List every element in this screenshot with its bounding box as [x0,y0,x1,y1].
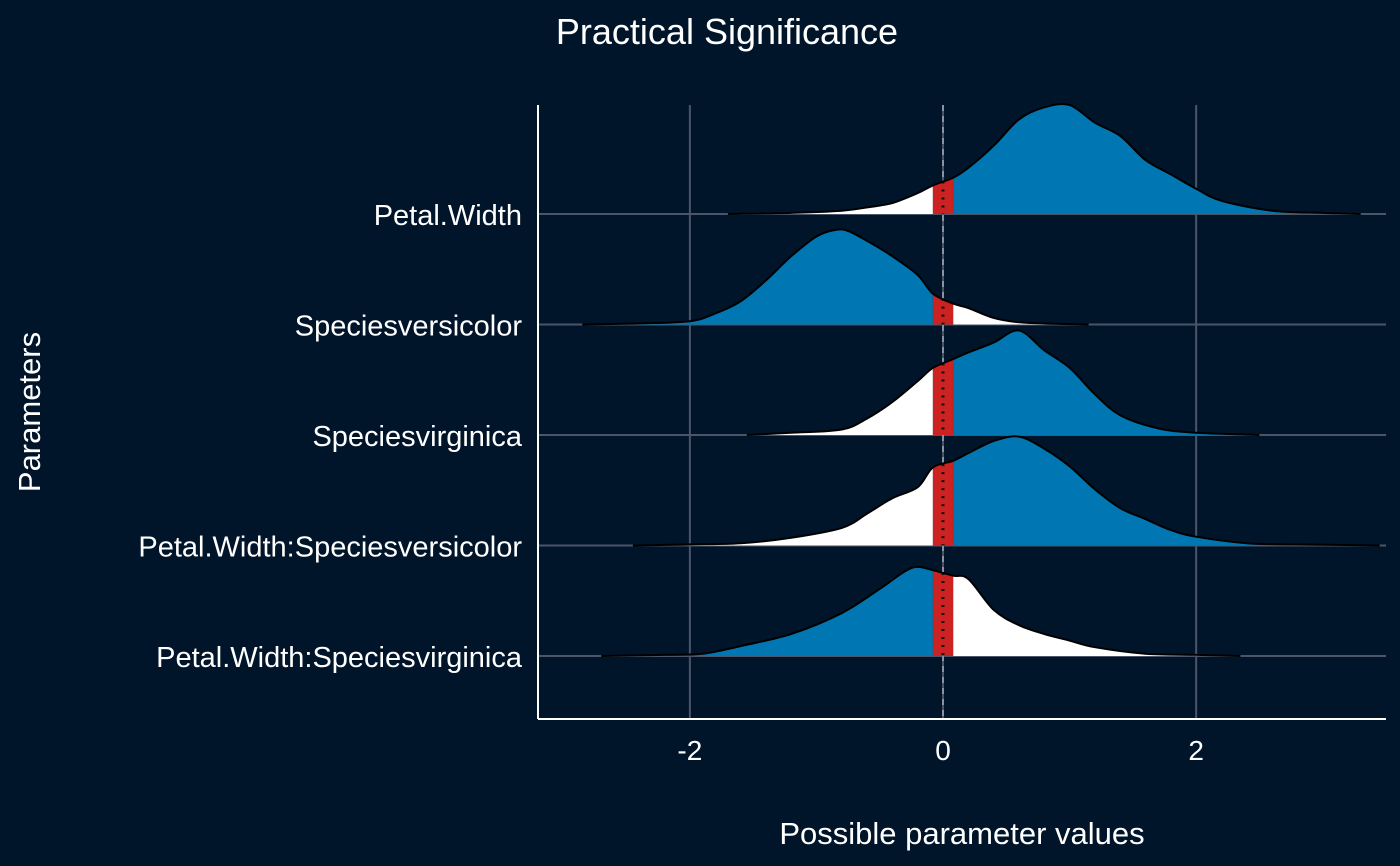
density-outline [601,565,1241,657]
density-outline [746,329,1260,436]
y-tick-labels: Petal.Width Speciesversicolor Speciesvirgi… [138,200,522,674]
axes [537,105,1386,720]
x-tick-labels: -2 0 2 [677,735,1204,766]
density-outline [727,103,1361,215]
x-tick-label: -2 [677,735,702,766]
x-axis-title: Possible parameter values [779,816,1144,851]
x-tick-label: 0 [935,735,951,766]
density-outline [632,435,1380,547]
density-outline [582,228,1089,326]
rope-band [932,566,954,656]
y-tick-label: Speciesversicolor [295,311,523,343]
y-tick-label: Petal.Width [374,200,522,232]
y-tick-label: Petal.Width:Speciesversicolor [138,532,522,564]
y-axis-title: Parameters [12,332,47,492]
x-tick-label: 2 [1188,735,1204,766]
y-tick-label: Petal.Width:Speciesvirginica [156,642,523,674]
chart-title: Practical Significance [556,11,898,52]
y-tick-label: Speciesvirginica [312,421,522,453]
